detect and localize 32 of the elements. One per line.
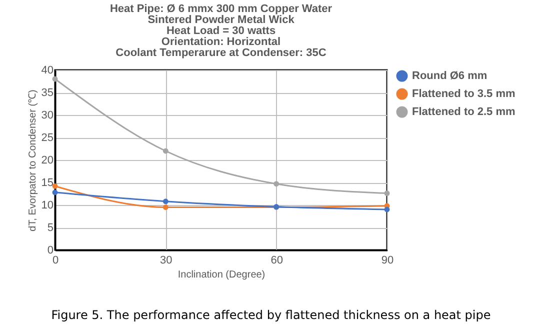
point	[162, 198, 168, 204]
point	[384, 190, 390, 196]
y-tick-label: 25	[41, 132, 54, 144]
text: Heat Pipe: Ø 6 mmx 300 mm Copper Water	[110, 3, 332, 15]
y-tick-label: 5	[47, 222, 54, 234]
x-tick-label: 30	[160, 254, 172, 266]
y-tick-label: 35	[41, 87, 54, 99]
point	[52, 76, 58, 82]
point	[162, 204, 168, 210]
point	[52, 190, 58, 196]
caption: Figure 5. The performance affected by flattened thickness on a heat pipe	[50, 308, 492, 322]
x-axis-title: Inclination (Degree)	[178, 270, 266, 280]
legend-label: Flattened to 2.5 mm	[412, 106, 516, 118]
y-axis-title: dT, Evorpator to Condenser (℃)	[27, 90, 38, 232]
y-tick-label: 30	[41, 110, 54, 122]
x-tick-label: 90	[381, 254, 394, 266]
text: Sintered Powder Metal Wick	[148, 14, 294, 26]
legend-label: Flattened to 3.5 mm	[412, 88, 516, 100]
point	[384, 206, 390, 212]
point	[274, 181, 280, 187]
y-tick-label: 40	[41, 64, 54, 76]
legend-label: Round Ø6 mm	[412, 70, 488, 82]
text: Orientation: Horizontal	[161, 36, 281, 48]
y-tick-label: 10	[41, 200, 54, 212]
text: Coolant Temperarure at Condenser: 35C	[116, 47, 326, 59]
x-tick-label: 60	[270, 254, 283, 266]
point	[162, 148, 168, 154]
y-tick-label: 20	[41, 154, 54, 166]
point	[52, 183, 58, 189]
y-tick-label: 15	[41, 177, 54, 189]
y-tick-label: 0	[47, 244, 54, 256]
text: Heat Load = 30 watts	[166, 25, 276, 37]
